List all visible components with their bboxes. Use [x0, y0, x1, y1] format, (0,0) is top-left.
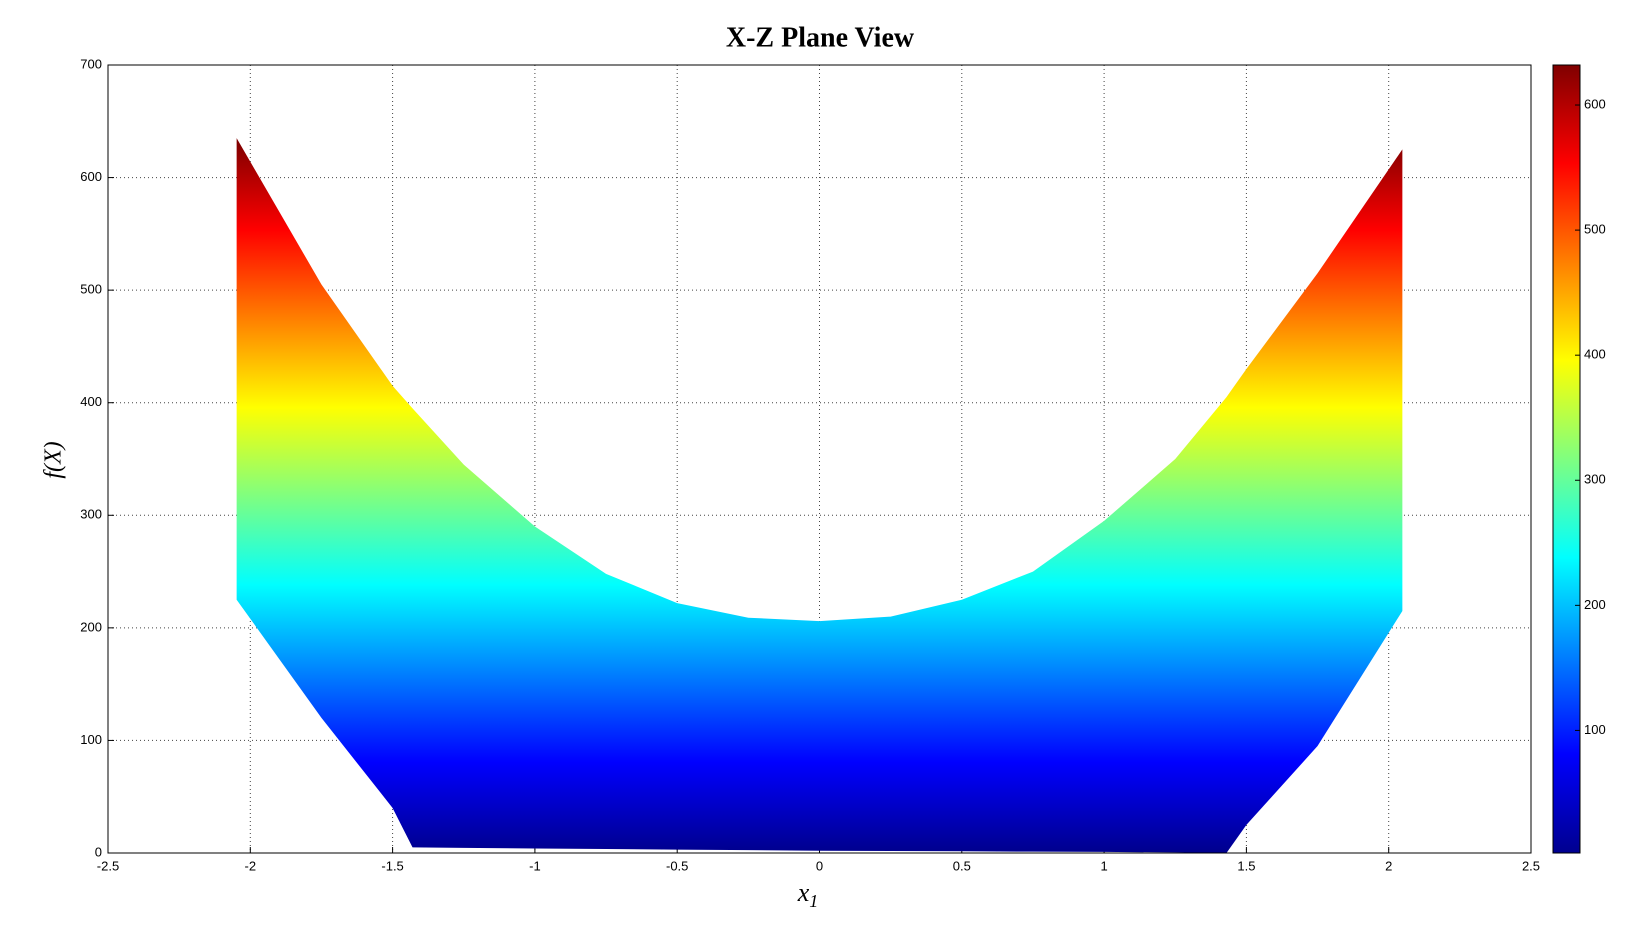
colorbar-tick-label: 300 [1584, 472, 1606, 487]
plot-frame [107, 64, 1532, 854]
y-tick-label: 500 [80, 282, 102, 297]
x-tick-label: -1 [529, 858, 541, 873]
colorbar-tick-label: 600 [1584, 96, 1606, 111]
x-tick-label: 2 [1385, 858, 1392, 873]
y-tick-label: 0 [95, 844, 102, 859]
x-label-sub: 1 [809, 891, 818, 911]
x-axis-label: x1 [797, 878, 819, 911]
colorbar-tick-label: 400 [1584, 347, 1606, 362]
x-tick-label: 1 [1100, 858, 1107, 873]
colorbar [1552, 64, 1581, 854]
chart-title: X-Z Plane View [726, 22, 915, 53]
y-tick-label: 100 [80, 732, 102, 747]
colorbar-tick-label: 500 [1584, 222, 1606, 237]
y-tick-label: 700 [80, 56, 102, 71]
colorbar-tick-label: 100 [1584, 722, 1606, 737]
y-axis-label: f(X) [41, 441, 67, 478]
y-tick-label: 200 [80, 619, 102, 634]
x-tick-label: 0 [816, 858, 823, 873]
x-tick-label: 1.5 [1237, 858, 1255, 873]
x-tick-label: 2.5 [1522, 858, 1540, 873]
x-tick-label: -0.5 [666, 858, 688, 873]
x-tick-label: -1.5 [381, 858, 403, 873]
y-tick-label: 300 [80, 507, 102, 522]
area [236, 138, 1403, 853]
y-tick-label: 400 [80, 394, 102, 409]
x-tick-label: -2 [245, 858, 257, 873]
x-tick-label: 0.5 [953, 858, 971, 873]
y-tick-label: 600 [80, 169, 102, 184]
colorbar-tick-label: 200 [1584, 597, 1606, 612]
x-tick-label: -2.5 [97, 858, 119, 873]
x-label-main: x [797, 878, 810, 907]
